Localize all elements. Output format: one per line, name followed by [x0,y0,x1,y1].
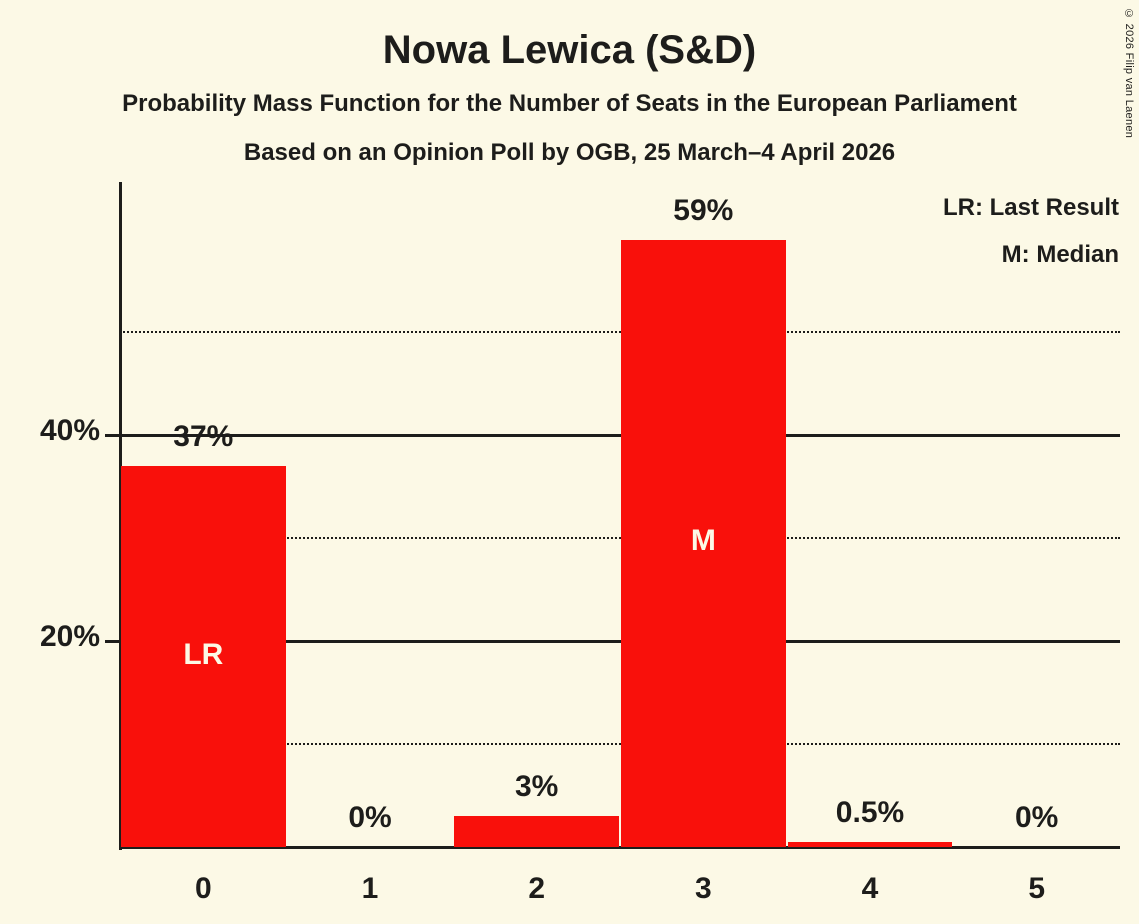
bar-annotation-M: M [690,524,716,558]
legend-entry-median: M: Median [1001,241,1119,268]
chart-title: Nowa Lewica (S&D) [382,28,757,72]
x-tick-label-3: 3 [694,872,712,905]
chart-subtitle: Probability Mass Function for the Number… [122,90,1017,117]
bar-value-label-5: 0% [1014,801,1059,834]
x-tick-label-5: 5 [1028,872,1045,905]
x-tick-label-2: 2 [528,872,545,905]
x-tick-label-0: 0 [194,872,212,905]
gridline-solid-20pct [105,639,1120,643]
gridline-solid-40pct [105,433,1120,437]
legend: LR: Last Result M: Median [943,184,1119,278]
y-tick-label-40: 40% [39,414,100,448]
bar-annotation-LR: LR [183,637,224,671]
gridline-dotted-50pct [120,331,1120,334]
x-tick-label-1: 1 [361,872,379,905]
copyright-notice: © 2026 Filip van Laenen [1123,8,1135,139]
legend-entry-last-result: LR: Last Result [942,194,1119,221]
bar-seat-4 [787,841,953,847]
y-axis-line [118,182,122,850]
gridline-dotted-10pct [120,743,1120,746]
gridline-dotted-30pct [120,537,1120,540]
bar-value-label-4: 0.5% [835,795,905,829]
bar-seat-2 [454,816,619,847]
bar-value-label-1: 0% [348,801,392,834]
y-tick-label-20: 20% [39,620,100,654]
chart-poll-info: Based on an Opinion Poll by OGB, 25 Marc… [243,139,896,166]
bar-value-label-0: 37% [173,420,234,454]
x-tick-label-4: 4 [861,872,879,905]
bar-seat-0 [121,466,286,847]
bar-value-label-2: 3% [514,770,559,804]
bar-value-label-3: 59% [673,193,734,227]
x-axis-line [118,845,1120,849]
bar-seat-3 [621,239,786,847]
